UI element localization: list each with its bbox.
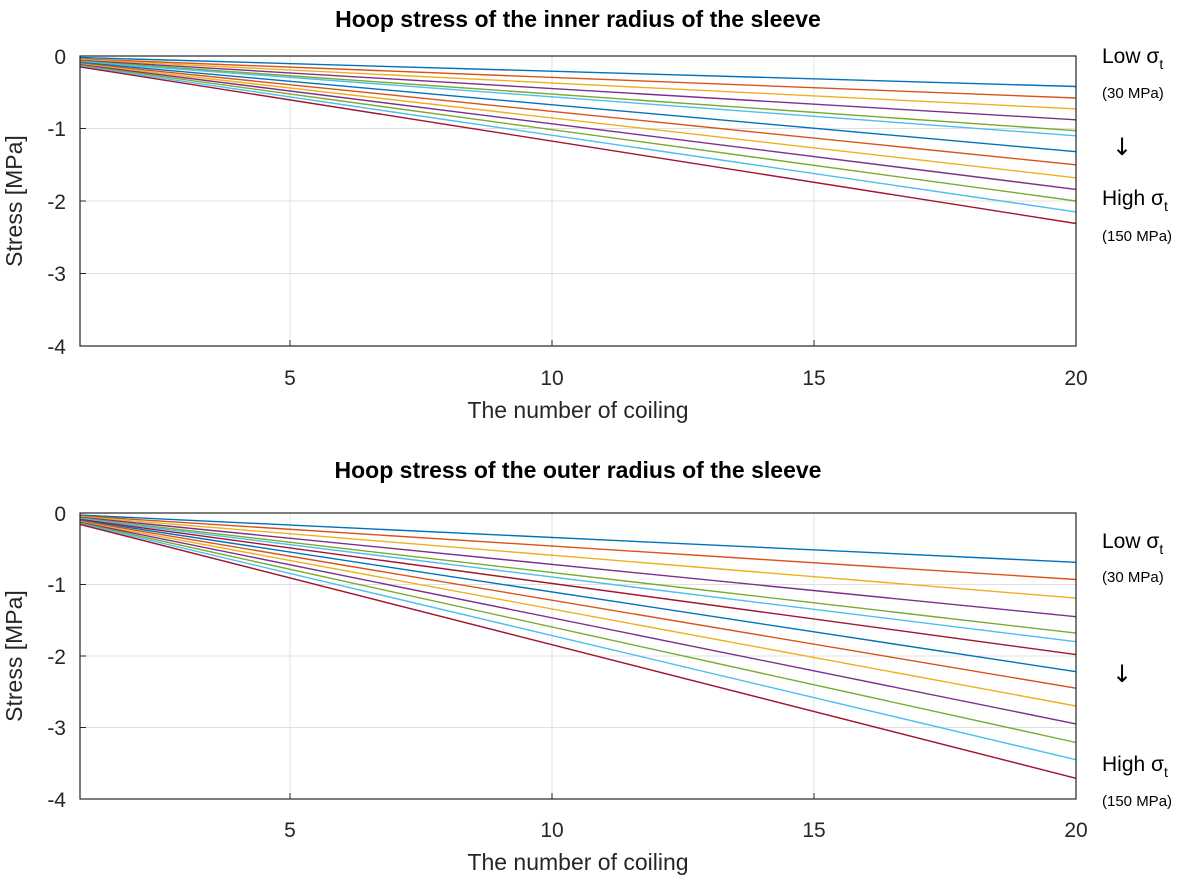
y-tick-label: -2 <box>47 646 66 669</box>
series-line-8 <box>79 62 1077 166</box>
series-line-10 <box>79 64 1077 191</box>
down-arrow-icon: ↓ <box>1112 133 1132 161</box>
y-tick-label: 0 <box>54 503 66 526</box>
series-line-10 <box>79 520 1077 707</box>
series-line-11 <box>79 521 1077 725</box>
series-line-13 <box>79 523 1077 761</box>
high-sigma-label: High σt <box>1102 187 1168 214</box>
y-tick-label: 0 <box>54 46 66 69</box>
sigma-annotation: Low σt (30 MPa) ↓ High σt (150 MPa) <box>1102 45 1172 245</box>
x-tick-label: 10 <box>540 819 563 842</box>
sigma-annotation: Low σt (30 MPa) ↓ High σt (150 MPa) <box>1102 530 1172 810</box>
x-tick-label: 20 <box>1064 367 1087 390</box>
series-line-3 <box>79 58 1077 110</box>
y-axis-label: Stress [MPa] <box>1 135 27 267</box>
series-line-12 <box>79 65 1077 213</box>
tick-marks <box>80 584 815 799</box>
high-sigma-value: (150 MPa) <box>1102 228 1172 245</box>
series-line-3 <box>79 515 1077 599</box>
x-tick-label: 15 <box>802 819 825 842</box>
low-sigma-label: Low σt <box>1102 45 1163 72</box>
series-line-11 <box>79 64 1077 202</box>
x-tick-label: 5 <box>284 819 296 842</box>
series-line-6 <box>79 61 1077 137</box>
y-tick-label: -1 <box>47 118 66 141</box>
low-sigma-label: Low σt <box>1102 530 1163 557</box>
y-axis-label: Stress [MPa] <box>1 590 27 722</box>
low-sigma-value: (30 MPa) <box>1102 569 1164 586</box>
x-tick-label: 5 <box>284 367 296 390</box>
series-line-4 <box>79 59 1077 121</box>
y-tick-label: -4 <box>47 789 66 812</box>
series-line-4 <box>79 516 1077 618</box>
series-line-14 <box>79 523 1077 779</box>
series-line-7 <box>79 518 1077 656</box>
series-line-5 <box>79 517 1077 634</box>
chart-title: Hoop stress of the outer radius of the s… <box>335 457 822 483</box>
y-tick-label: -3 <box>47 717 66 740</box>
chart-title: Hoop stress of the inner radius of the s… <box>335 6 821 32</box>
tick-marks <box>80 128 815 346</box>
high-sigma-label: High σt <box>1102 753 1168 780</box>
low-sigma-value: (30 MPa) <box>1102 85 1164 102</box>
y-tick-label: -1 <box>47 574 66 597</box>
chart-inner-radius: Hoop stress of the inner radius of the s… <box>1 6 1172 423</box>
series-line-9 <box>79 63 1077 179</box>
series-line-1 <box>79 514 1077 563</box>
series-line-9 <box>79 520 1077 689</box>
x-tick-label: 20 <box>1064 819 1087 842</box>
series-group <box>79 514 1077 779</box>
y-tick-label: -2 <box>47 191 66 214</box>
series-line-1 <box>79 56 1077 88</box>
high-sigma-value: (150 MPa) <box>1102 793 1172 810</box>
series-group <box>79 56 1077 225</box>
series-line-2 <box>79 515 1077 581</box>
series-line-5 <box>79 60 1077 132</box>
series-line-2 <box>79 58 1077 99</box>
y-tick-label: -3 <box>47 263 66 286</box>
series-line-7 <box>79 61 1077 153</box>
x-tick-label: 15 <box>802 367 825 390</box>
series-line-12 <box>79 522 1077 744</box>
series-line-8 <box>79 519 1077 673</box>
series-line-6 <box>79 518 1077 643</box>
x-tick-label: 10 <box>540 367 563 390</box>
series-line-13 <box>79 66 1077 225</box>
down-arrow-icon: ↓ <box>1112 660 1132 688</box>
x-axis-label: The number of coiling <box>467 397 688 423</box>
y-tick-label: -4 <box>47 336 66 359</box>
x-axis-label: The number of coiling <box>467 849 688 875</box>
chart-outer-radius: Hoop stress of the outer radius of the s… <box>1 457 1172 875</box>
